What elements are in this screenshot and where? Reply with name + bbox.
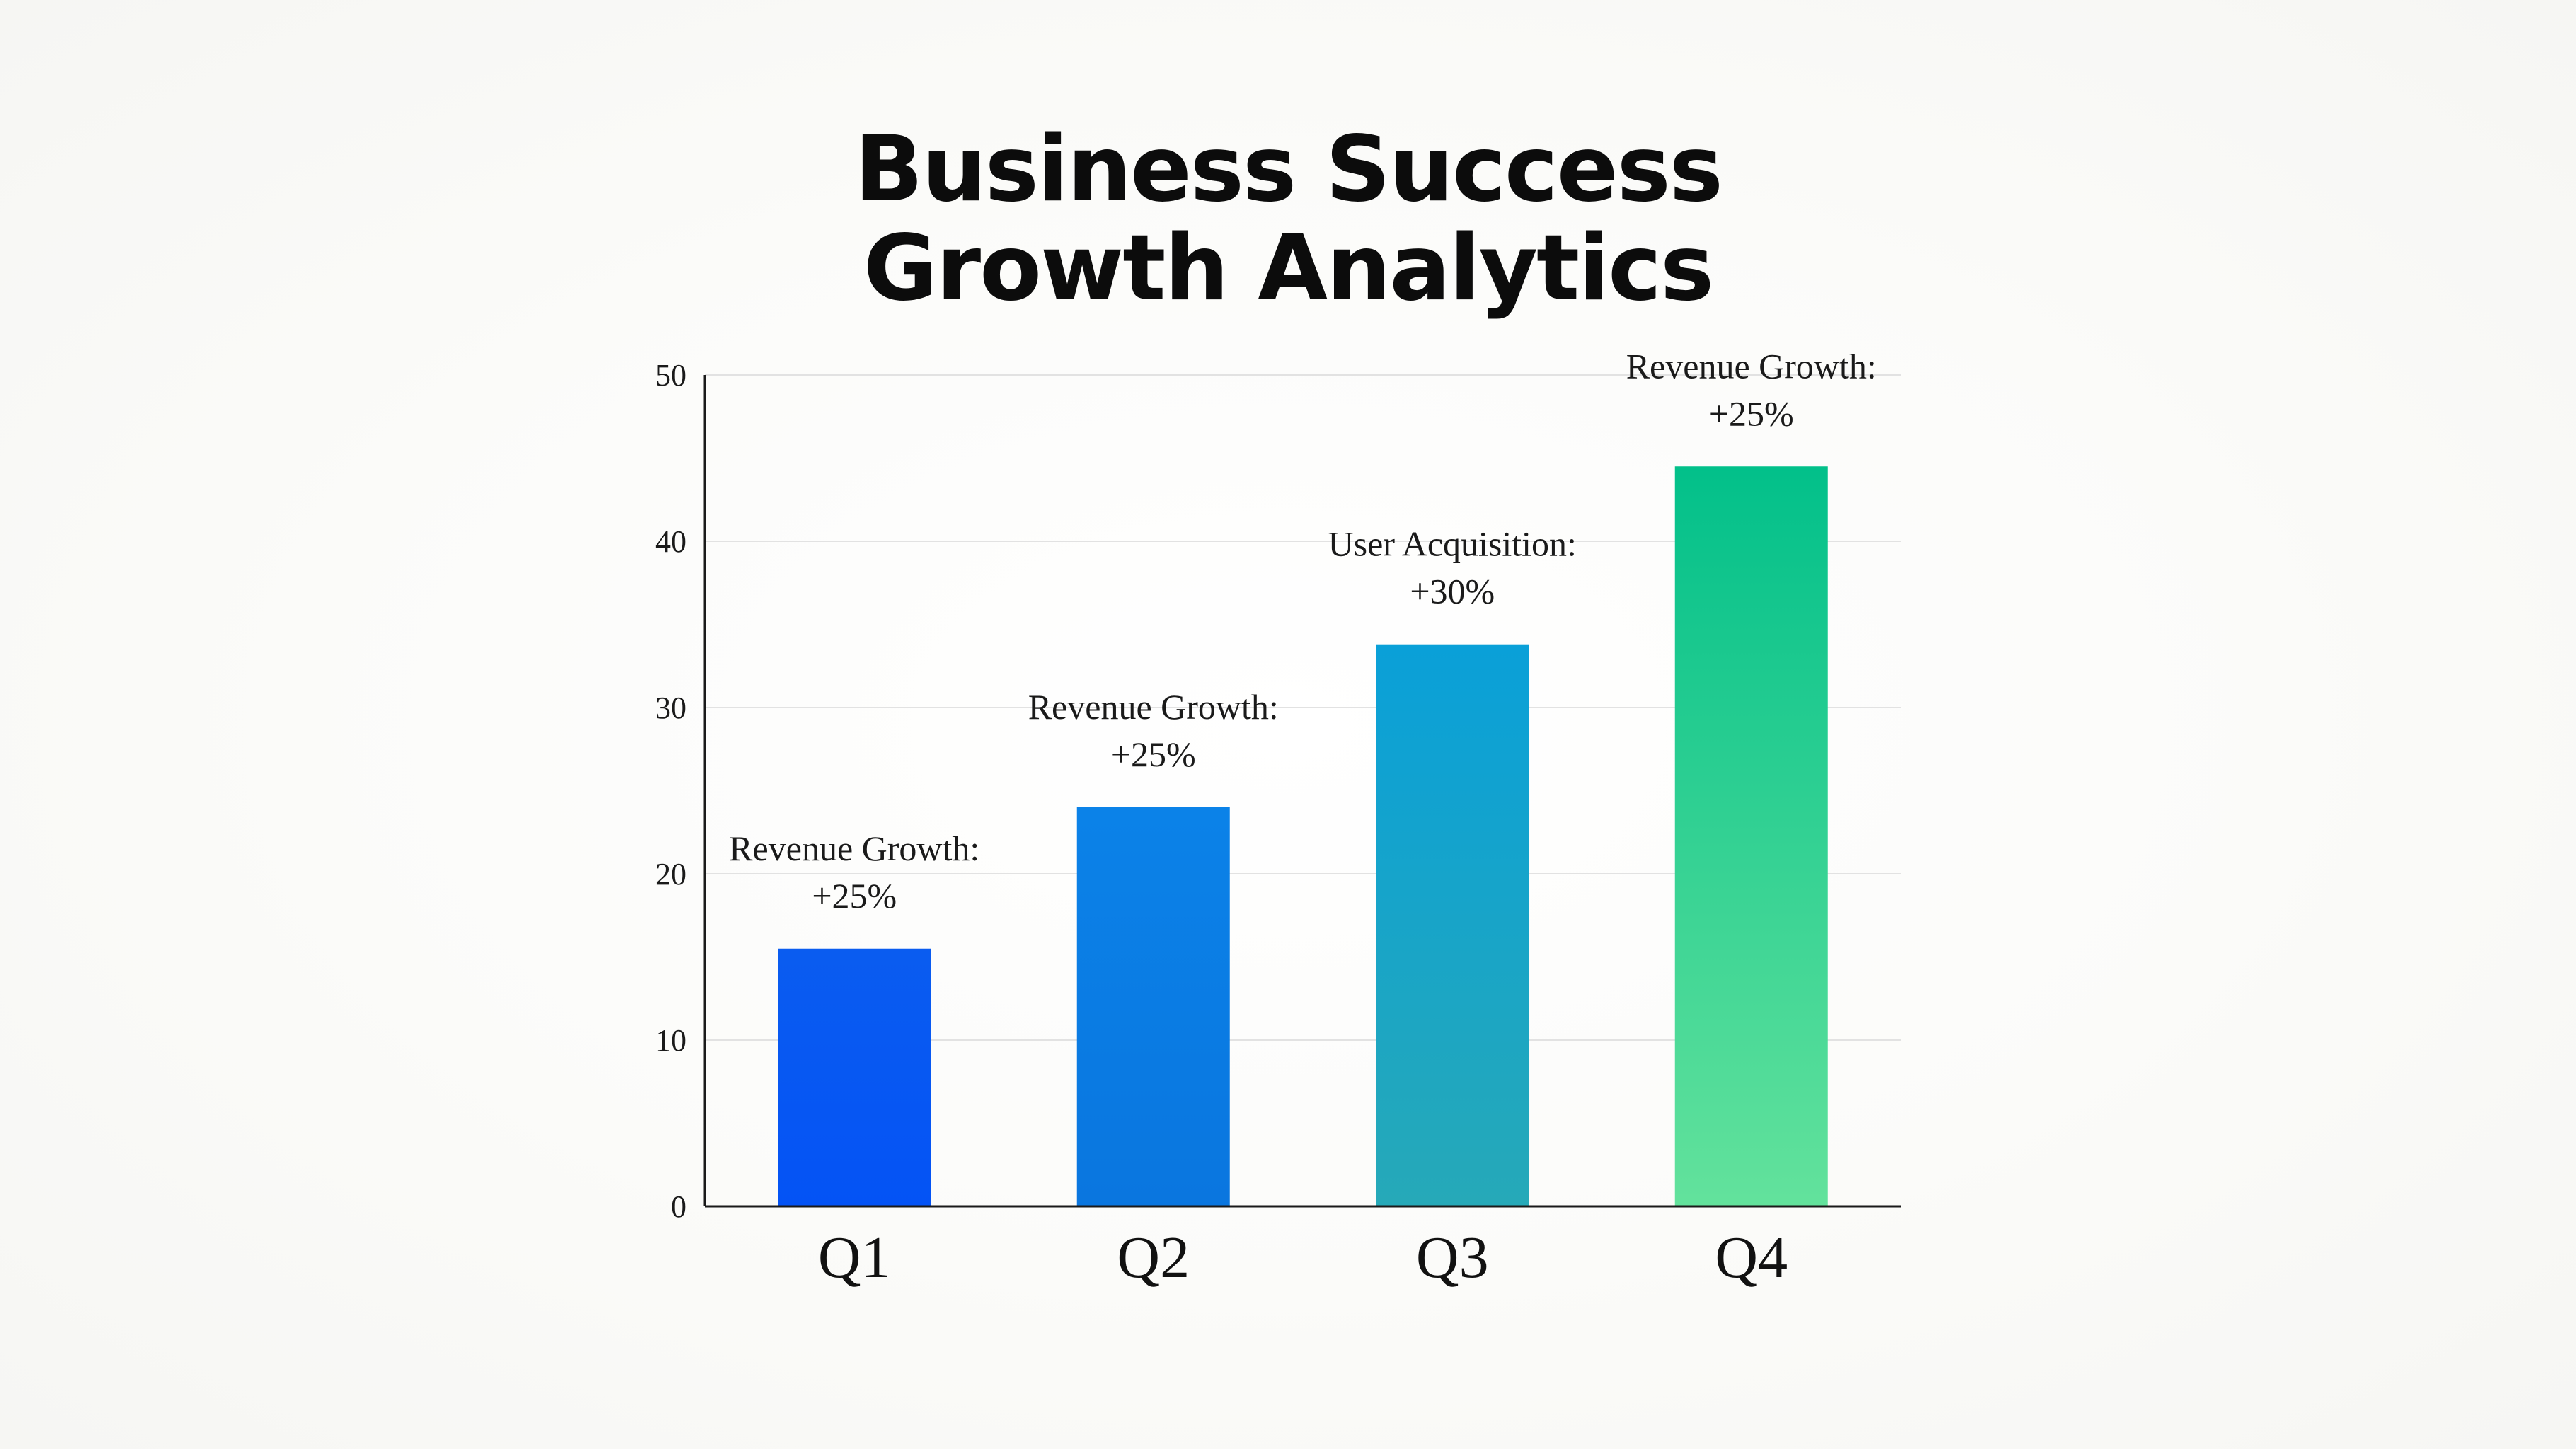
chart-title-line-1: Business Success bbox=[854, 117, 1723, 222]
annotation-value-q2: +25% bbox=[1111, 734, 1196, 774]
y-tick-label: 40 bbox=[655, 524, 686, 559]
y-tick-label: 50 bbox=[655, 358, 686, 393]
bar-q4 bbox=[1674, 466, 1828, 1206]
x-tick-label-q3: Q3 bbox=[1416, 1225, 1489, 1291]
x-tick-label-q2: Q2 bbox=[1117, 1225, 1190, 1291]
chart-title-line-2: Growth Analytics bbox=[863, 216, 1714, 321]
y-tick-label: 30 bbox=[655, 691, 686, 725]
y-tick-label: 20 bbox=[655, 857, 686, 891]
bar-q2 bbox=[1076, 807, 1230, 1206]
bar-layer bbox=[778, 466, 1828, 1206]
x-tick-label-q4: Q4 bbox=[1715, 1225, 1788, 1291]
annotation-value-q3: +30% bbox=[1410, 572, 1495, 611]
bar-q3 bbox=[1376, 644, 1529, 1206]
annotation-label-q4: Revenue Growth: bbox=[1626, 346, 1877, 386]
chart-title: Business Success Growth Analytics bbox=[0, 120, 2576, 318]
y-tick-label: 10 bbox=[655, 1023, 686, 1058]
annotation-label-q2: Revenue Growth: bbox=[1028, 687, 1279, 727]
x-tick-label-q1: Q1 bbox=[818, 1225, 891, 1291]
annotation-label-q3: User Acquisition: bbox=[1328, 524, 1577, 564]
annotation-value-q1: +25% bbox=[812, 876, 897, 916]
y-tick-label: 0 bbox=[671, 1189, 686, 1224]
axis-layer bbox=[703, 375, 1901, 1208]
annotation-label-q1: Revenue Growth: bbox=[729, 829, 979, 868]
bar-q1 bbox=[778, 948, 931, 1206]
label-layer: 0 10 20 30 40 50 Q1 Revenue Growth: +25% Q2 Revenu… bbox=[655, 346, 1877, 1291]
annotation-value-q4: +25% bbox=[1709, 393, 1794, 433]
